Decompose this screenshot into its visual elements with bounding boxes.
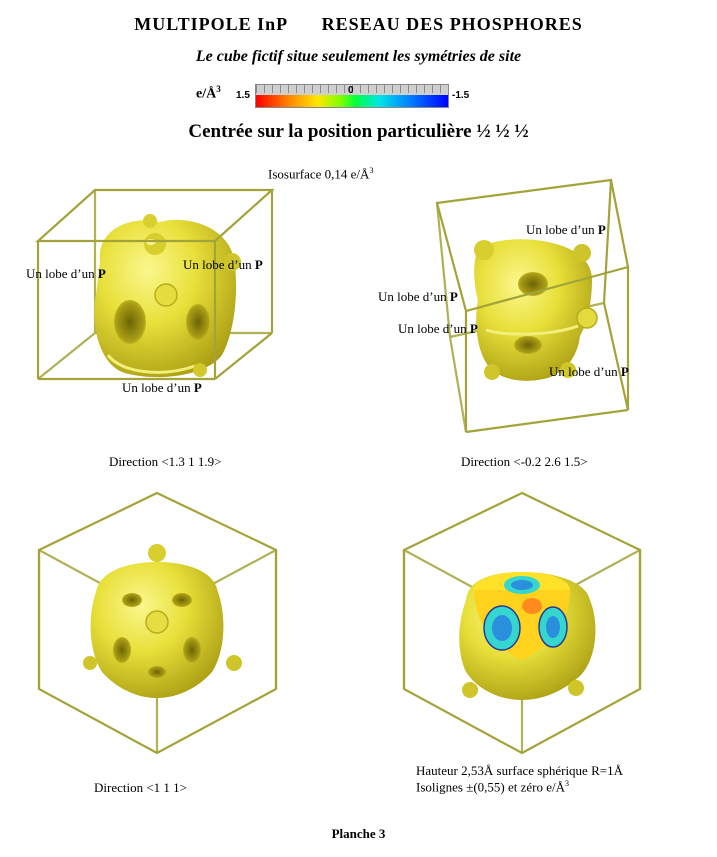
cube-edges-front (435, 178, 630, 434)
panel-bottom-right (402, 491, 642, 755)
lobe-label: Un lobe d’un P (122, 380, 202, 395)
caption-top-left: Direction <1.3 1 1.9> (109, 454, 222, 469)
lobe-label: Un lobe d’un P (549, 364, 629, 379)
caption-bottom-right-line1: Hauteur 2,53Å surface sphérique R=1Å (416, 763, 623, 778)
lobe-label: Un lobe d’un P (378, 289, 458, 304)
isosurface-top-right (474, 239, 598, 381)
cube-edges-front (402, 491, 642, 755)
colorbar-unit-label: e/Å (196, 86, 217, 102)
title-right: RESEAU DES PHOSPHORES (321, 14, 583, 34)
isosurface-label: Isosurface 0,14 e/Å3 (268, 166, 373, 182)
lobe-label: Un lobe d’un P (526, 222, 606, 237)
colorbar-gradient (256, 95, 448, 107)
caption-top-right: Direction <-0.2 2.6 1.5> (461, 454, 588, 469)
cube-edges-front (37, 491, 278, 755)
caption-bottom-right-text: Isolignes ±(0,55) et zéro e/Å (416, 779, 566, 795)
panel-bottom-left (37, 491, 278, 755)
lobe-label: Un lobe d’un P (183, 257, 263, 272)
isosurface-exponent: 3 (369, 166, 374, 175)
isosurface-bottom-right (459, 572, 596, 700)
caption-bottom-right-line2: Isolignes ±(0,55) et zéro e/Å3 (416, 779, 569, 795)
page-subtitle: Le cube fictif situe seulement les symét… (195, 48, 522, 65)
footer-label: Planche 3 (331, 826, 386, 841)
lobe-label: Un lobe d’un P (26, 266, 106, 281)
colorbar-min-label: -1.5 (452, 90, 470, 101)
colorbar (255, 84, 449, 108)
colorbar-zero-label: 0 (348, 85, 354, 96)
caption-bottom-right-exponent: 3 (565, 779, 570, 788)
colorbar-ticks (256, 85, 448, 93)
isosurface-bottom-left (83, 544, 242, 698)
section-heading: Centrée sur la position particulière ½ ½… (188, 121, 529, 142)
colorbar-max-label: 1.5 (236, 90, 250, 101)
panel-top-right (435, 178, 630, 434)
colorbar-unit: e/Å3 (196, 84, 221, 103)
page-title: MULTIPOLE InP RESEAU DES PHOSPHORES (0, 14, 717, 35)
title-left: MULTIPOLE InP (134, 14, 289, 34)
lobe-label: Un lobe d’un P (398, 321, 478, 336)
colorbar-unit-exponent: 3 (216, 84, 221, 94)
caption-bottom-left: Direction <1 1 1> (94, 780, 188, 795)
cube-edges-front (35, 188, 275, 381)
spherical-cut-surface (474, 572, 570, 660)
isosurface-top-left (94, 214, 241, 378)
panel-top-left (35, 188, 275, 381)
isosurface-text: Isosurface 0,14 e/Å (268, 166, 370, 182)
